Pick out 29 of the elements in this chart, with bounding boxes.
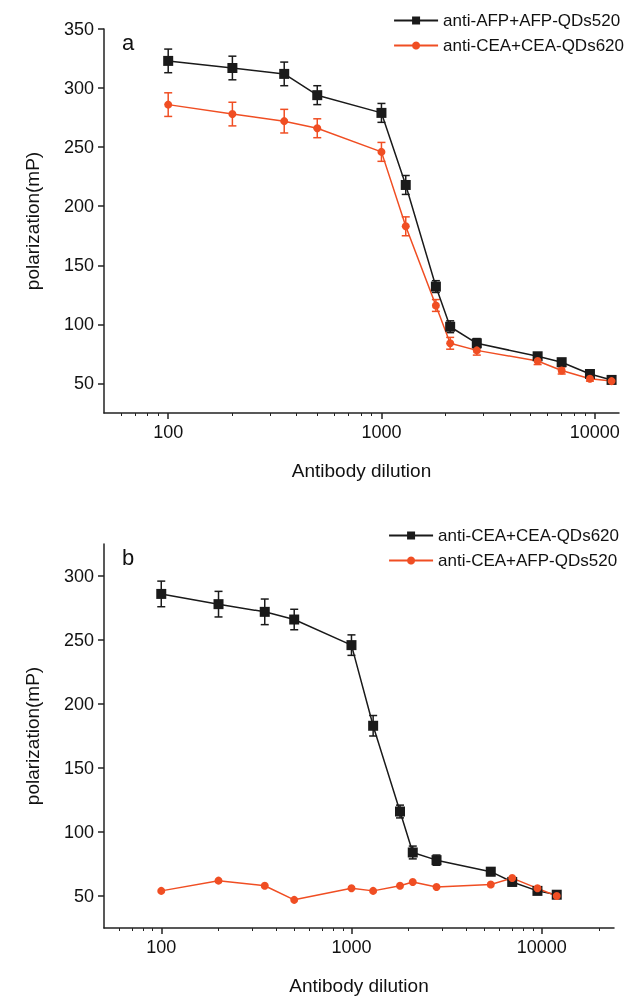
y-tick-label: 50 (73, 373, 94, 394)
y-tick-label: 150 (63, 255, 94, 276)
x-axis-title: Antibody dilution (291, 460, 432, 481)
y-tick-label: 100 (63, 314, 94, 335)
y-tick-label: 200 (63, 694, 94, 714)
y-tick-label: 250 (63, 137, 94, 158)
legend-label: anti-AFP+AFP-QDs520 (443, 11, 621, 30)
x-tick-label: 100 (153, 422, 184, 442)
y-tick-label: 100 (63, 822, 94, 842)
y-tick-label: 300 (63, 566, 94, 586)
x-axis-title: Antibody dilution (289, 975, 429, 996)
y-tick-label: 50 (73, 886, 94, 906)
y-tick-label: 300 (63, 78, 94, 99)
legend-label: anti-CEA+CEA-QDs620 (443, 36, 625, 55)
x-tick-label: 100 (146, 937, 177, 957)
x-tick-label: 1000 (331, 937, 372, 957)
annotation: b (122, 544, 135, 570)
x-tick-label: 10000 (516, 937, 567, 957)
y-tick-label: 150 (63, 758, 94, 778)
y-tick-label: 350 (63, 19, 94, 39)
x-tick-label: 1000 (361, 422, 402, 442)
x-tick-label: 10000 (569, 422, 620, 442)
y-axis-title: polarization(mP) (22, 151, 43, 291)
y-axis-title: polarization(mP) (22, 666, 43, 806)
y-tick-label: 250 (63, 630, 94, 650)
annotation: a (122, 29, 135, 55)
y-tick-label: 200 (63, 196, 94, 217)
legend-label: anti-CEA+AFP-QDs520 (438, 551, 618, 570)
legend-label: anti-CEA+CEA-QDs620 (438, 526, 620, 545)
